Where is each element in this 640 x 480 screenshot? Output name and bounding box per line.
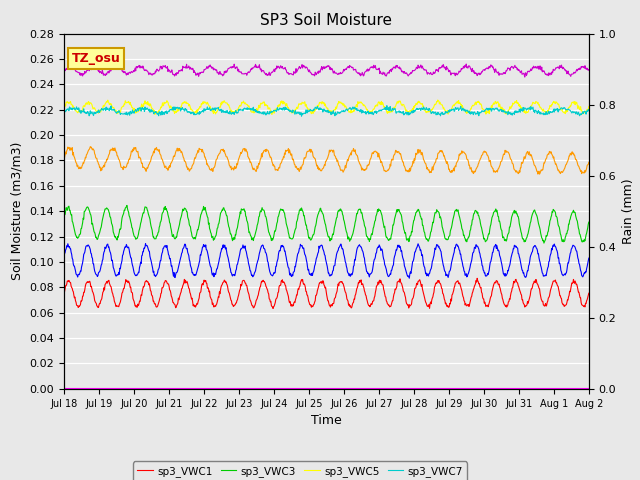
sp3_Rain (85, 384, 93, 390)
sp3_VWC3 (540, 240, 548, 246)
Text: TZ_osu: TZ_osu (72, 52, 120, 65)
sp3_VWC3 (60, 217, 68, 223)
sp3_VWC3 (123, 203, 131, 208)
sp3_VWC2 (85, 243, 93, 249)
X-axis label: Time: Time (311, 414, 342, 427)
sp3_Rain (567, 384, 575, 390)
Y-axis label: Soil Moisture (m3/m3): Soil Moisture (m3/m3) (11, 142, 24, 280)
sp3_VWC3 (568, 210, 575, 216)
sp3_VWC5 (434, 97, 442, 103)
sp3_VWC4 (585, 159, 593, 165)
sp3_VWC5 (568, 100, 575, 106)
sp3_VWC3 (585, 219, 593, 225)
sp3_VWC1 (85, 279, 93, 285)
sp3_VWC6 (462, 61, 470, 67)
sp3_VWC7 (157, 109, 165, 115)
sp3_VWC5 (585, 104, 593, 109)
sp3_VWC1 (157, 290, 165, 296)
sp3_VWC4 (86, 144, 94, 149)
sp3_Rain (585, 384, 593, 390)
sp3_VWC2 (585, 255, 593, 261)
sp3_VWC2 (560, 272, 568, 278)
sp3_VWC4 (560, 168, 568, 173)
sp3_VWC3 (560, 239, 568, 245)
sp3_VWC1 (568, 280, 575, 286)
sp3_VWC5 (151, 111, 159, 117)
Line: sp3_VWC6: sp3_VWC6 (64, 64, 589, 77)
sp3_VWC3 (158, 212, 166, 217)
sp3_VWC3 (85, 207, 93, 213)
sp3_Rain (369, 384, 377, 390)
sp3_VWC2 (568, 245, 575, 251)
sp3_VWC5 (560, 109, 568, 115)
sp3_Rain (157, 384, 165, 390)
sp3_VWC2 (370, 259, 378, 265)
sp3_VWC4 (568, 149, 575, 155)
sp3_VWC6 (369, 65, 377, 71)
sp3_VWC1 (560, 301, 568, 307)
sp3_VWC3 (278, 207, 286, 213)
Line: sp3_VWC3: sp3_VWC3 (64, 205, 589, 243)
sp3_VWC7 (85, 113, 93, 119)
sp3_VWC2 (141, 241, 149, 247)
Y-axis label: Rain (mm): Rain (mm) (622, 179, 635, 244)
sp3_Rain (278, 384, 285, 390)
sp3_VWC4 (278, 156, 286, 162)
Title: SP3 Soil Moisture: SP3 Soil Moisture (260, 13, 392, 28)
sp3_VWC1 (585, 290, 593, 296)
sp3_VWC4 (370, 149, 378, 155)
sp3_VWC1 (370, 298, 378, 304)
sp3_VWC2 (406, 276, 413, 281)
sp3_VWC7 (278, 106, 285, 111)
Legend: sp3_VWC1, sp3_VWC2, sp3_VWC3, sp3_VWC4, sp3_VWC5, sp3_VWC6, sp3_VWC7, sp3_Rain: sp3_VWC1, sp3_VWC2, sp3_VWC3, sp3_VWC4, … (133, 461, 467, 480)
sp3_VWC4 (158, 156, 166, 162)
sp3_VWC6 (568, 71, 575, 77)
sp3_VWC7 (568, 110, 575, 116)
sp3_VWC7 (585, 107, 593, 113)
sp3_VWC6 (521, 74, 529, 80)
sp3_VWC6 (278, 65, 285, 71)
Line: sp3_VWC7: sp3_VWC7 (64, 106, 589, 116)
sp3_VWC6 (60, 67, 68, 73)
sp3_VWC1 (474, 276, 481, 281)
sp3_VWC2 (158, 251, 166, 256)
sp3_VWC5 (370, 107, 378, 112)
sp3_VWC6 (585, 67, 593, 72)
sp3_VWC7 (383, 103, 390, 108)
sp3_VWC6 (157, 64, 165, 70)
sp3_VWC7 (60, 108, 68, 114)
Line: sp3_VWC5: sp3_VWC5 (64, 100, 589, 114)
sp3_VWC5 (85, 102, 93, 108)
sp3_VWC7 (298, 113, 305, 119)
sp3_VWC2 (60, 254, 68, 260)
sp3_Rain (60, 384, 68, 390)
sp3_VWC5 (60, 105, 68, 111)
sp3_VWC4 (536, 171, 543, 177)
sp3_VWC4 (60, 156, 68, 162)
sp3_VWC7 (370, 111, 378, 117)
sp3_VWC5 (158, 103, 166, 109)
sp3_VWC1 (60, 290, 68, 296)
sp3_VWC6 (560, 65, 568, 71)
sp3_VWC3 (370, 224, 378, 230)
sp3_Rain (559, 384, 566, 390)
sp3_VWC6 (85, 68, 93, 73)
Line: sp3_VWC4: sp3_VWC4 (64, 146, 589, 174)
sp3_VWC7 (560, 106, 568, 111)
sp3_VWC4 (85, 146, 93, 152)
sp3_VWC5 (278, 99, 286, 105)
Line: sp3_VWC2: sp3_VWC2 (64, 244, 589, 278)
sp3_VWC1 (278, 277, 286, 283)
sp3_VWC2 (278, 242, 286, 248)
Line: sp3_VWC1: sp3_VWC1 (64, 278, 589, 309)
sp3_VWC1 (269, 306, 277, 312)
